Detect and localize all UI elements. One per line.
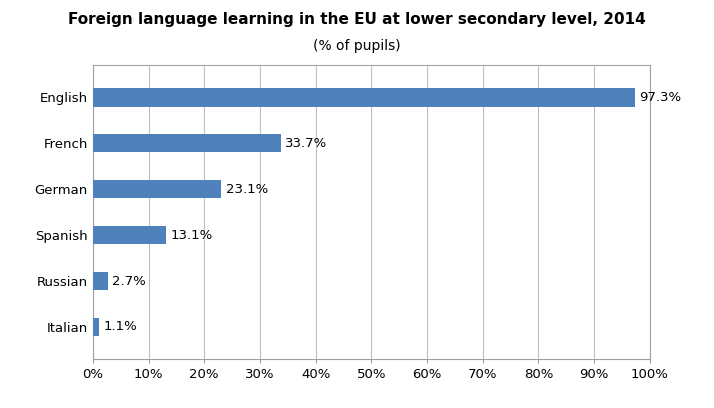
Bar: [93, 88, 635, 106]
Text: 23.1%: 23.1%: [226, 183, 268, 196]
Text: 13.1%: 13.1%: [170, 228, 213, 242]
Bar: [93, 180, 221, 198]
Bar: [93, 226, 166, 244]
Bar: [93, 318, 99, 336]
Text: 97.3%: 97.3%: [639, 91, 681, 104]
Text: 33.7%: 33.7%: [285, 137, 327, 150]
Text: 1.1%: 1.1%: [104, 320, 137, 333]
Bar: [93, 134, 281, 153]
Text: 2.7%: 2.7%: [112, 275, 146, 288]
Bar: [93, 272, 108, 290]
Text: Foreign language learning in the EU at lower secondary level, 2014: Foreign language learning in the EU at l…: [68, 12, 646, 27]
Text: (% of pupils): (% of pupils): [313, 39, 401, 53]
